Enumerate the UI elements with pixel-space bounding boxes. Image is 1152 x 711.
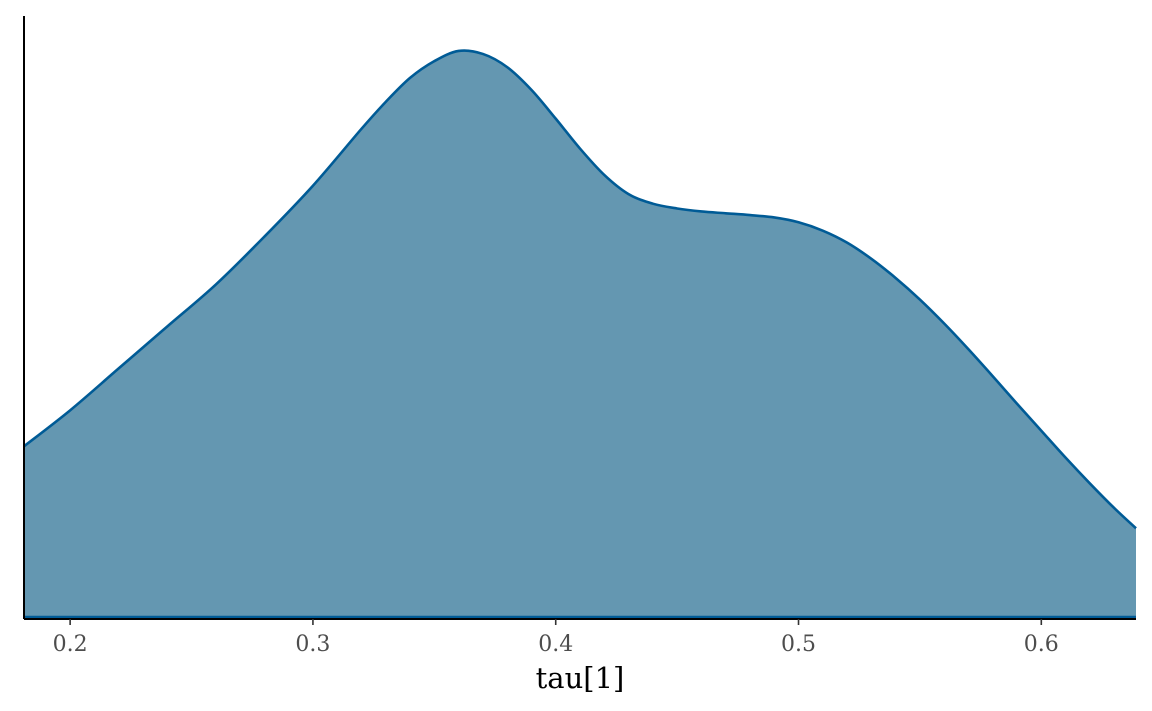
x-tick-label: 0.2 [53,632,88,657]
x-tick-label: 0.5 [781,632,816,657]
density-fill-0 [24,50,1136,618]
axes [23,16,1136,620]
density-area-layer [23,49,1137,619]
x-tick-label: 0.3 [295,632,330,657]
x-tick-label: 0.6 [1024,632,1059,657]
density-curve-0 [23,49,1137,530]
x-axis-ticks: 0.2 0.3 0.4 0.5 0.6 [53,619,1059,657]
x-tick-label: 0.4 [538,632,573,657]
x-axis-title: tau[1] [536,661,625,695]
